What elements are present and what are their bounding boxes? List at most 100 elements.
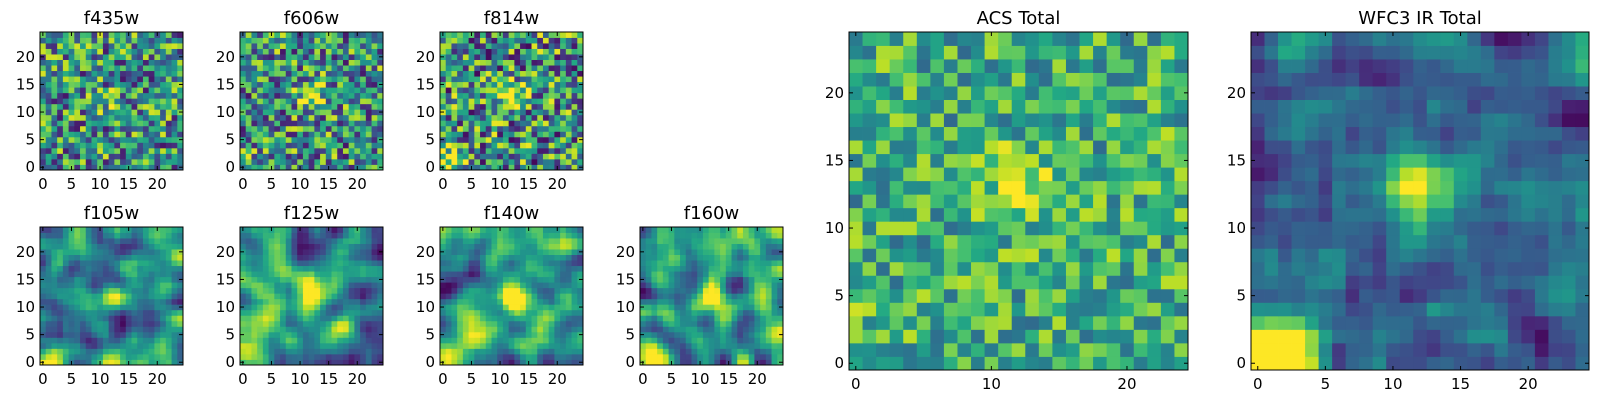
heatmap-cell (440, 103, 447, 110)
heatmap-cell (51, 32, 58, 38)
heatmap-cell (68, 158, 75, 165)
heatmap-cell (560, 87, 567, 94)
heatmap-cell (485, 65, 492, 72)
heatmap-cell (531, 37, 538, 44)
heatmap-cell (662, 265, 669, 272)
heatmap-cell (360, 48, 367, 55)
heatmap-cell (531, 98, 538, 105)
heatmap-cell (337, 348, 344, 355)
heatmap-cell (554, 260, 561, 267)
heatmap-cell (148, 276, 155, 283)
heatmap-cell (102, 260, 110, 267)
heatmap-cell (451, 136, 458, 143)
heatmap-cell (142, 103, 150, 110)
heatmap-cell (302, 238, 310, 244)
heatmap-cell (131, 337, 138, 344)
heatmap-cell (102, 125, 110, 132)
heatmap-cell (548, 320, 555, 327)
heatmap-cell (51, 109, 58, 116)
heatmap-cell (80, 43, 87, 49)
heatmap-cell (165, 32, 172, 38)
heatmap-cell (754, 232, 761, 239)
heatmap-cell (120, 103, 127, 110)
heatmap-cell (508, 125, 515, 132)
heatmap-cell (320, 92, 327, 99)
heatmap-cell (691, 276, 698, 283)
heatmap-cell (302, 32, 310, 38)
heatmap-cell (257, 98, 264, 105)
heatmap-cell (320, 109, 327, 116)
heatmap-cell (457, 76, 464, 83)
heatmap-cell (302, 147, 310, 154)
heatmap-cell (554, 98, 561, 105)
heatmap-cell (474, 37, 481, 44)
heatmap-cell (68, 342, 75, 349)
heatmap-cell (91, 70, 98, 77)
heatmap-cell (354, 136, 361, 143)
heatmap-cell (102, 320, 110, 327)
heatmap-cell (137, 92, 144, 99)
heatmap-cell (754, 304, 761, 311)
heatmap-cell (520, 142, 527, 149)
heatmap-cell (445, 125, 452, 132)
heatmap-cell (57, 315, 64, 322)
heatmap-cell (760, 287, 767, 294)
heatmap-cell (40, 320, 47, 327)
heatmap-cell (737, 243, 744, 250)
heatmap-cell (154, 54, 161, 60)
heatmap-cell (360, 109, 367, 116)
heatmap-cell (51, 43, 58, 49)
heatmap-cell (1133, 207, 1148, 222)
heatmap-cell (520, 353, 527, 360)
heatmap-cell (137, 276, 144, 283)
heatmap-cell (560, 120, 567, 127)
heatmap-cell (142, 87, 150, 94)
heatmap-cell (491, 147, 498, 154)
heatmap-cell (251, 227, 258, 233)
heatmap-cell (685, 309, 692, 316)
heatmap-cell (45, 309, 52, 316)
heatmap-cell (491, 331, 498, 338)
heatmap-cell (108, 76, 115, 83)
heatmap-cell (120, 32, 127, 38)
heatmap-cell (68, 326, 75, 333)
heatmap-cell (862, 356, 877, 371)
heatmap-cell (297, 309, 304, 316)
heatmap-cell (1133, 248, 1148, 263)
heatmap-cell (525, 81, 532, 88)
heatmap-cell (171, 48, 178, 55)
panel-title: f105w (84, 203, 139, 224)
heatmap-cell (320, 32, 327, 38)
heatmap-cell (514, 87, 521, 94)
heatmap-cell (702, 298, 710, 305)
heatmap-cell (520, 43, 527, 49)
heatmap-cell (1052, 207, 1067, 222)
heatmap-cell (876, 356, 891, 371)
heatmap-cell (916, 167, 931, 182)
heatmap-cell (291, 298, 298, 305)
heatmap-cell (360, 320, 367, 327)
heatmap-cell (1011, 234, 1026, 249)
heatmap-cell (45, 243, 52, 250)
heatmap-cell (548, 114, 555, 121)
heatmap-cell (62, 153, 69, 160)
heatmap-cell (468, 98, 475, 105)
heatmap-cell (148, 32, 155, 38)
heatmap-cell (108, 227, 115, 233)
heatmap-cell (285, 353, 292, 360)
heatmap-cell (371, 136, 378, 143)
panel-title: f606w (284, 8, 339, 29)
heatmap-cell (257, 320, 264, 327)
heatmap-cell (320, 158, 327, 165)
heatmap-cell (508, 238, 515, 244)
heatmap-cell (708, 326, 715, 333)
heatmap-cell (268, 315, 275, 322)
heatmap-cell (862, 261, 877, 276)
heatmap-cell (502, 142, 510, 149)
heatmap-cell (645, 353, 652, 360)
heatmap-cell (302, 65, 310, 72)
heatmap-cell (514, 114, 521, 121)
heatmap-cell (1160, 288, 1175, 303)
heatmap-cell (331, 298, 338, 305)
heatmap-cell (1174, 207, 1189, 222)
